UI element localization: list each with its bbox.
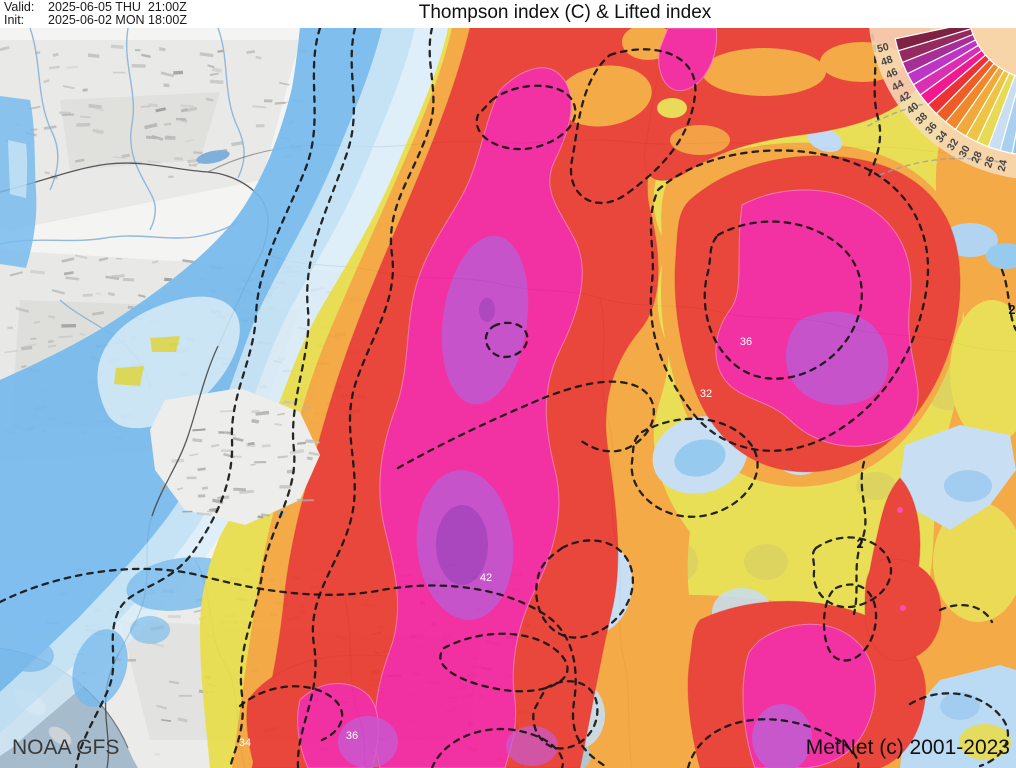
lifted-contour-label: 2 (857, 537, 864, 551)
valid-value: 2025-06-05 THU 21:00Z (48, 0, 187, 14)
model-credit: NOAA GFS (12, 736, 120, 759)
thompson-contour-label: 42 (480, 572, 492, 584)
thompson-contour-label: 36 (740, 336, 752, 348)
purple-cores (338, 235, 889, 768)
copyright-credit: MetNet (c) 2001-2023 (805, 736, 1010, 759)
legend-value-label: 26 (982, 154, 997, 169)
init-time: Init: 2025-06-02 MON 18:00Z (4, 13, 187, 27)
legend-wedges (894, 28, 1016, 155)
legend-value-label: 30 (957, 143, 973, 159)
thompson-contour-label: 36 (346, 730, 358, 742)
legend-value-label: 48 (879, 53, 894, 68)
init-label: Init: (4, 13, 25, 27)
init-value: 2025-06-02 MON 18:00Z (48, 13, 187, 27)
thompson-contour-label: 34 (239, 737, 251, 749)
page-title: Thompson index (C) & Lifted index (418, 2, 712, 23)
legend-value-label: 28 (969, 149, 985, 165)
header-bar: Valid: 2025-06-05 THU 21:00Z Init: 2025-06… (0, 0, 1016, 28)
valid-time: Valid: 2025-06-05 THU 21:00Z (4, 0, 187, 14)
terrain-island (150, 345, 320, 525)
thompson-contour-label: 32 (700, 388, 712, 400)
legend-value-label: 42 (897, 89, 914, 106)
contour-labels: 36 32 42 34 36 2 2 (239, 303, 1016, 749)
lifted-index-contours (0, 28, 1016, 768)
legend-value-label: 44 (890, 78, 906, 94)
valid-label: Valid: (4, 0, 35, 14)
legend-value-label: 24 (996, 158, 1010, 172)
lifted-contour-label: 2 (1009, 303, 1016, 317)
legend-value-label: 32 (945, 136, 961, 152)
lake-geneva (196, 150, 230, 164)
legend-value-label: 46 (884, 66, 900, 82)
legend-wedge (1011, 130, 1016, 155)
map-area: 50 48 46 44 42 40 38 36 34 32 30 28 26 24 36 32 42 34 36 2… (0, 28, 1016, 768)
legend-value-label: 50 (876, 41, 890, 56)
